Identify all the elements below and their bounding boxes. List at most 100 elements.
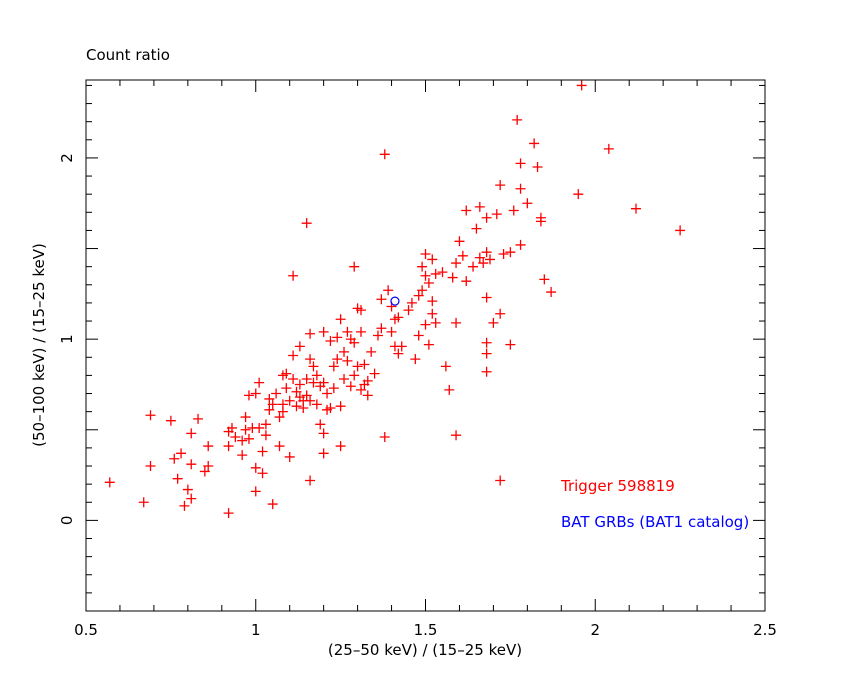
trigger-point bbox=[468, 261, 479, 272]
trigger-point bbox=[223, 441, 234, 452]
trigger-point bbox=[257, 446, 268, 457]
trigger-point bbox=[291, 401, 302, 412]
trigger-point bbox=[260, 419, 271, 430]
legend-bat-grbs: BAT GRBs (BAT1 catalog) bbox=[561, 513, 749, 531]
trigger-point bbox=[603, 143, 614, 154]
trigger-point bbox=[410, 354, 421, 365]
trigger-point bbox=[186, 493, 197, 504]
trigger-point bbox=[193, 413, 204, 424]
trigger-point bbox=[250, 462, 261, 473]
trigger-point bbox=[420, 270, 431, 281]
y-tick-label: 2 bbox=[58, 153, 76, 163]
trigger-point bbox=[485, 254, 496, 265]
trigger-point bbox=[461, 276, 472, 287]
trigger-point bbox=[515, 183, 526, 194]
trigger-point bbox=[250, 486, 261, 497]
trigger-point bbox=[423, 277, 434, 288]
trigger-point bbox=[308, 361, 319, 372]
trigger-point bbox=[165, 415, 176, 426]
trigger-point bbox=[440, 361, 451, 372]
trigger-point bbox=[447, 272, 458, 283]
trigger-point bbox=[427, 254, 438, 265]
y-axis-label: (50–100 keV) / (15–25 keV) bbox=[30, 243, 48, 447]
trigger-point bbox=[335, 314, 346, 325]
trigger-point bbox=[396, 341, 407, 352]
trigger-point bbox=[332, 354, 343, 365]
trigger-point bbox=[240, 412, 251, 423]
trigger-point bbox=[444, 384, 455, 395]
trigger-point bbox=[339, 346, 350, 357]
trigger-point bbox=[427, 296, 438, 307]
trigger-point bbox=[203, 441, 214, 452]
trigger-point bbox=[172, 473, 183, 484]
trigger-point bbox=[362, 375, 373, 386]
trigger-point bbox=[508, 205, 519, 216]
trigger-point bbox=[315, 419, 326, 430]
trigger-point bbox=[169, 453, 180, 464]
trigger-point bbox=[471, 223, 482, 234]
trigger-point bbox=[417, 285, 428, 296]
trigger-point bbox=[406, 297, 417, 308]
trigger-point bbox=[576, 80, 587, 91]
trigger-point bbox=[305, 354, 316, 365]
trigger-point bbox=[104, 477, 115, 488]
trigger-point bbox=[325, 403, 336, 414]
trigger-point bbox=[457, 250, 468, 261]
trigger-point bbox=[495, 180, 506, 191]
trigger-point bbox=[413, 330, 424, 341]
trigger-point bbox=[349, 261, 360, 272]
trigger-point bbox=[325, 335, 336, 346]
trigger-point bbox=[675, 225, 686, 236]
trigger-point bbox=[305, 475, 316, 486]
trigger-point bbox=[138, 497, 149, 508]
y-tick-label: 1 bbox=[58, 334, 76, 344]
x-tick-label: 2.5 bbox=[753, 621, 777, 639]
trigger-point bbox=[366, 346, 377, 357]
trigger-point bbox=[386, 326, 397, 337]
trigger-point bbox=[451, 430, 462, 441]
trigger-point bbox=[546, 287, 557, 298]
trigger-point bbox=[311, 399, 322, 410]
trigger-point bbox=[535, 216, 546, 227]
trigger-point bbox=[403, 305, 414, 316]
trigger-point bbox=[237, 435, 248, 446]
trigger-point bbox=[288, 270, 299, 281]
trigger-point bbox=[294, 341, 305, 352]
trigger-point bbox=[223, 508, 234, 519]
data-points bbox=[104, 80, 686, 519]
trigger-point bbox=[254, 377, 265, 388]
trigger-point bbox=[532, 161, 543, 172]
trigger-point bbox=[318, 448, 329, 459]
trigger-point bbox=[430, 268, 441, 279]
trigger-point bbox=[322, 388, 333, 399]
trigger-point bbox=[417, 261, 428, 272]
trigger-point bbox=[328, 361, 339, 372]
trigger-point bbox=[505, 247, 516, 258]
trigger-point bbox=[267, 499, 278, 510]
trigger-point bbox=[573, 189, 584, 200]
trigger-point bbox=[420, 248, 431, 259]
trigger-point bbox=[186, 428, 197, 439]
trigger-point bbox=[267, 399, 278, 410]
trigger-point bbox=[481, 247, 492, 258]
trigger-point bbox=[254, 422, 265, 433]
trigger-point bbox=[250, 388, 261, 399]
trigger-point bbox=[423, 339, 434, 350]
trigger-point bbox=[529, 138, 540, 149]
trigger-point bbox=[481, 337, 492, 348]
trigger-point bbox=[430, 317, 441, 328]
trigger-point bbox=[203, 461, 214, 472]
trigger-point bbox=[488, 317, 499, 328]
trigger-point bbox=[332, 332, 343, 343]
trigger-point bbox=[495, 308, 506, 319]
trigger-point bbox=[515, 239, 526, 250]
trigger-point bbox=[294, 379, 305, 390]
trigger-point bbox=[359, 359, 370, 370]
x-tick-label: 1.5 bbox=[414, 621, 438, 639]
trigger-point bbox=[342, 355, 353, 366]
trigger-point bbox=[451, 317, 462, 328]
trigger-point bbox=[339, 374, 350, 385]
trigger-point bbox=[284, 395, 295, 406]
trigger-point bbox=[355, 305, 366, 316]
